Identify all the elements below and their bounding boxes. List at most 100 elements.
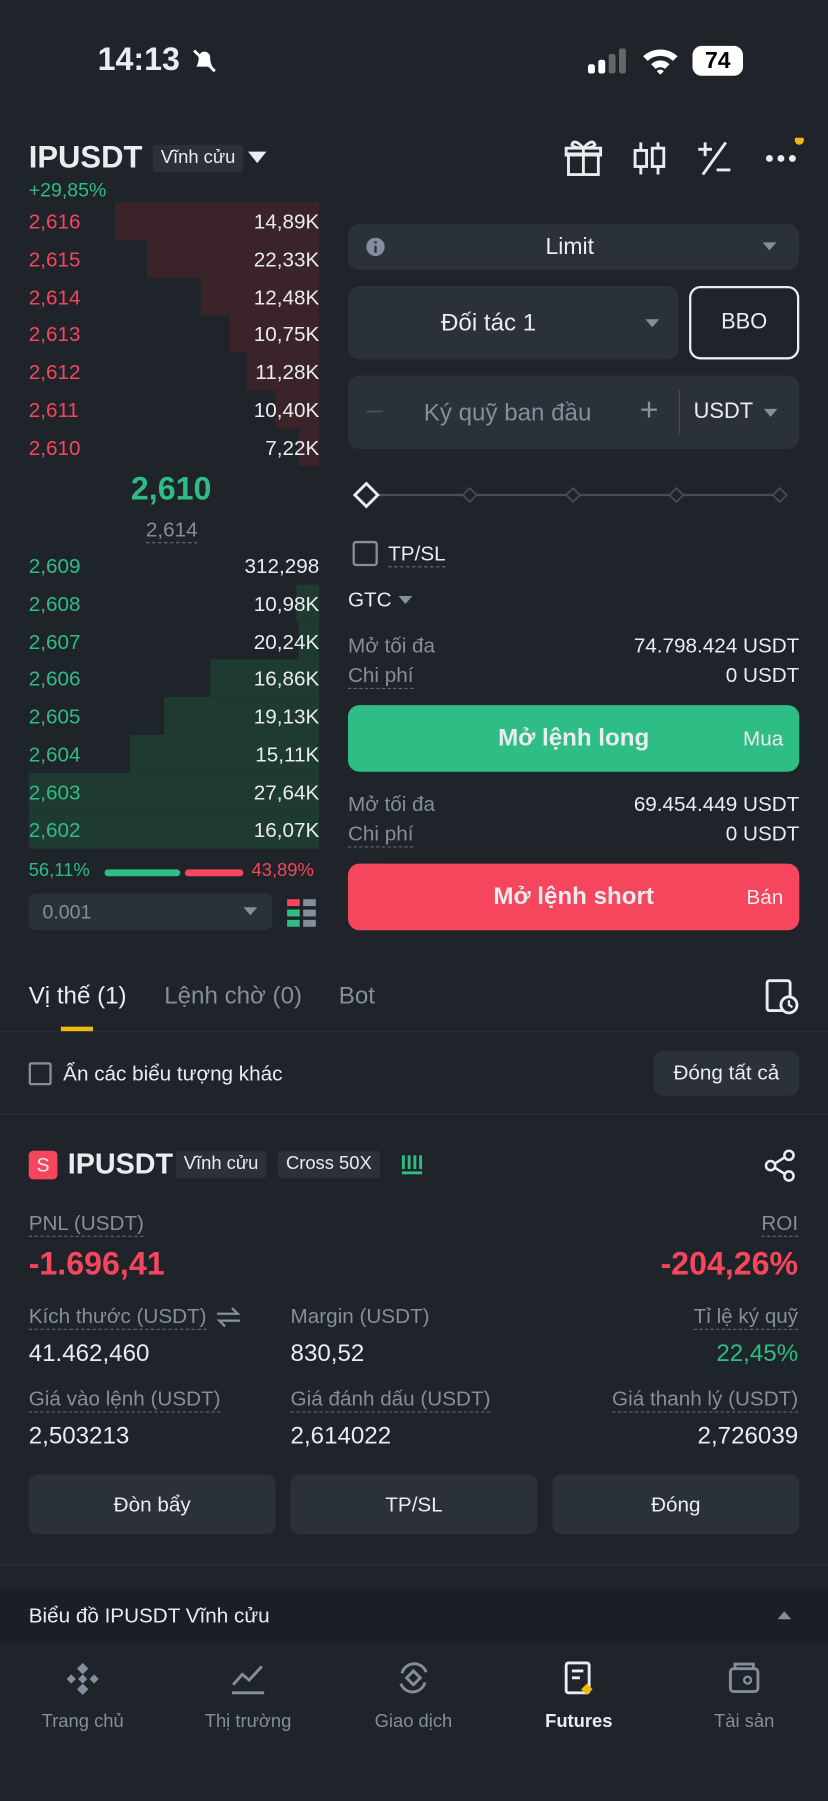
battery: 74 xyxy=(692,45,744,76)
wifi-icon xyxy=(643,49,678,75)
depth xyxy=(114,202,320,241)
position-symbol[interactable]: IPUSDT xyxy=(67,1148,174,1181)
price: 2,614 xyxy=(28,285,81,309)
tif-select[interactable]: GTC xyxy=(348,588,413,612)
contract-type: Vĩnh cửu xyxy=(152,144,244,173)
sell-ratio-bar xyxy=(184,869,244,877)
bid-row: 2,605 19,13K xyxy=(28,697,320,736)
dropdown-icon[interactable] xyxy=(247,149,268,165)
chart-section[interactable]: Biểu đồ IPUSDT Vĩnh cửu xyxy=(0,1588,828,1644)
price: 2,609 xyxy=(28,554,81,578)
price-change: +29,85% xyxy=(28,179,107,201)
price: 2,613 xyxy=(28,323,81,347)
tif: GTC xyxy=(347,587,392,611)
nav-label: Futures xyxy=(545,1712,613,1732)
ask-row: 2,613 10,75K xyxy=(28,315,320,354)
price: 2,605 xyxy=(28,705,81,729)
price: 2,610 xyxy=(28,436,81,460)
nav-label: Giao dịch xyxy=(374,1712,453,1732)
nav-item[interactable]: Trang chủ xyxy=(14,1643,152,1758)
dropdown-icon xyxy=(762,242,777,251)
amount: 312,298 xyxy=(244,554,320,578)
swap-icon[interactable] xyxy=(215,1306,243,1329)
close-all-button[interactable]: Đóng tất cả xyxy=(653,1050,800,1096)
depth xyxy=(200,277,320,316)
tpsl-checkbox[interactable] xyxy=(352,540,378,567)
nav-item[interactable]: Futures xyxy=(510,1643,648,1758)
depth xyxy=(246,352,320,391)
nav-icon xyxy=(66,1662,99,1696)
mark-price: 2,614 xyxy=(145,518,198,544)
buy-ratio-bar xyxy=(104,869,181,877)
tab[interactable]: Lệnh chờ (0) xyxy=(164,983,303,1010)
account-select[interactable]: Đối tác 1 xyxy=(347,285,679,360)
plus[interactable]: + xyxy=(639,391,659,428)
bid-row: 2,603 27,64K xyxy=(28,772,320,811)
depth xyxy=(210,659,320,698)
nav-item[interactable]: Giao dịch xyxy=(345,1643,483,1758)
depth xyxy=(28,810,320,849)
position-button[interactable]: Đóng xyxy=(552,1474,800,1535)
amount: 10,75K xyxy=(253,323,320,347)
cost-value: 0 USDT xyxy=(725,822,800,846)
depth xyxy=(28,772,320,811)
tab[interactable]: Bot xyxy=(338,983,375,1010)
max-label: Mở tối đa xyxy=(347,792,436,816)
precision: 0.001 xyxy=(42,901,92,924)
bid-row: 2,604 15,11K xyxy=(29,734,320,773)
order-type-select[interactable]: Limit xyxy=(347,223,800,270)
hide-checkbox[interactable] xyxy=(28,1062,52,1086)
max-value: 74.798.424 USDT xyxy=(633,633,800,657)
precision-select[interactable]: 0.001 xyxy=(28,893,273,931)
bid-row: 2,608 10,98K xyxy=(29,584,320,623)
info-icon xyxy=(366,237,385,257)
tab[interactable]: Vị thế (1) xyxy=(29,983,127,1032)
side-label: Bán xyxy=(746,885,784,909)
bid-row: 2,606 16,86K xyxy=(29,659,320,698)
sell-ratio: 43,89% xyxy=(251,861,314,881)
amount: 14,89K xyxy=(253,210,320,234)
share-icon[interactable] xyxy=(764,1148,798,1182)
hide-label: Ẩn các biểu tượng khác xyxy=(63,1062,283,1086)
nav-item[interactable]: Thị trường xyxy=(179,1643,317,1758)
short-button[interactable]: Mở lệnh short Bán xyxy=(347,863,800,931)
cost-label: Chi phí xyxy=(347,664,414,690)
dropdown-icon xyxy=(398,596,413,605)
book-layout-icon[interactable] xyxy=(286,897,318,929)
pnl-label: PNL (USDT) xyxy=(28,1212,144,1237)
max-label: Mở tối đa xyxy=(347,633,436,657)
header-icons[interactable] xyxy=(563,137,811,179)
buy-ratio: 56,11% xyxy=(28,861,90,881)
account: Đối tác 1 xyxy=(440,310,537,337)
roi: -204,26% xyxy=(660,1246,799,1282)
symbol[interactable]: IPUSDT xyxy=(28,140,143,175)
divider xyxy=(0,1113,828,1116)
position-button[interactable]: TP/SL xyxy=(290,1474,538,1535)
depth xyxy=(275,390,320,429)
depth xyxy=(229,315,320,354)
field-value: 2,614022 xyxy=(290,1422,392,1450)
position-button[interactable]: Đòn bẩy xyxy=(28,1474,276,1535)
currency: USDT xyxy=(693,399,754,424)
price: 2,602 xyxy=(28,818,81,842)
minus[interactable]: – xyxy=(366,391,383,427)
nav-item[interactable]: Tài sản xyxy=(675,1643,813,1758)
button-label: Mở lệnh long xyxy=(498,724,650,752)
tab-indicator xyxy=(60,1026,94,1032)
strength-icon xyxy=(401,1155,423,1175)
price: 2,611 xyxy=(28,398,79,422)
collapse-icon xyxy=(777,1611,792,1620)
leverage-slider[interactable] xyxy=(350,480,798,510)
field-label: Margin (USDT) xyxy=(290,1304,430,1328)
nav-label: Thị trường xyxy=(204,1712,292,1732)
amount: 19,13K xyxy=(253,705,320,729)
long-button[interactable]: Mở lệnh long Mua xyxy=(347,705,800,772)
amount-input[interactable]: – Ký quỹ ban đầu + USDT xyxy=(347,375,800,450)
history-icon[interactable] xyxy=(765,978,799,1015)
ask-row: 2,612 11,28K xyxy=(29,352,320,391)
amount: 20,24K xyxy=(253,630,320,653)
nav-icon xyxy=(564,1661,593,1696)
bbo-button[interactable]: BBO xyxy=(689,285,800,360)
